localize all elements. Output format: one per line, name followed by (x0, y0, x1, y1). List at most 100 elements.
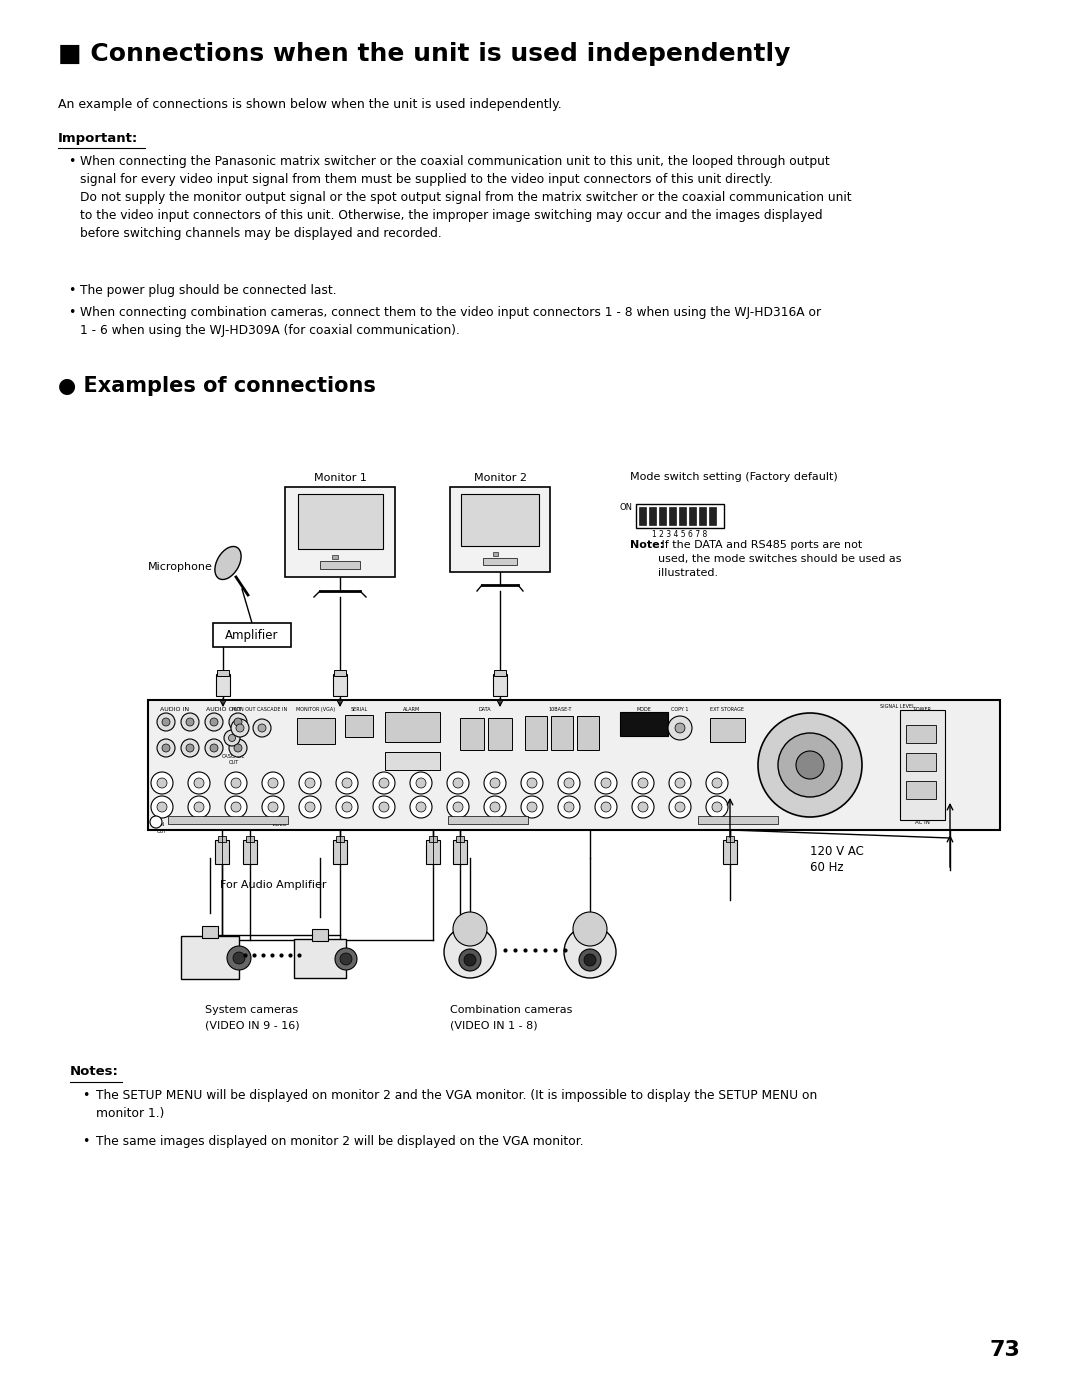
Circle shape (157, 778, 167, 788)
Circle shape (186, 744, 194, 753)
Bar (426, 839, 440, 865)
Text: Mode switch setting (Factory default): Mode switch setting (Factory default) (630, 471, 838, 483)
Circle shape (379, 802, 389, 811)
Text: Microphone: Microphone (148, 562, 213, 572)
Text: EXT STORAGE: EXT STORAGE (710, 706, 744, 712)
Bar (298, 494, 383, 548)
Text: The same images displayed on monitor 2 will be displayed on the VGA monitor.: The same images displayed on monitor 2 w… (96, 1135, 583, 1149)
Bar (429, 837, 437, 842)
Text: System cameras: System cameras (205, 1004, 298, 1016)
Circle shape (712, 802, 723, 811)
Bar (384, 753, 440, 769)
Text: 120 V AC
60 Hz: 120 V AC 60 Hz (810, 845, 864, 874)
Bar (333, 674, 347, 695)
Circle shape (335, 949, 357, 970)
Bar (494, 670, 507, 676)
Circle shape (410, 772, 432, 795)
Circle shape (638, 802, 648, 811)
Text: VIDEO: VIDEO (272, 823, 287, 827)
Circle shape (151, 796, 173, 818)
Text: When connecting the Panasonic matrix switcher or the coaxial communication unit : When connecting the Panasonic matrix swi… (80, 155, 852, 241)
Bar (213, 623, 291, 646)
Text: ALARM: ALARM (403, 706, 420, 712)
Text: (VIDEO IN 9 - 16): (VIDEO IN 9 - 16) (205, 1020, 299, 1030)
Bar (659, 506, 666, 525)
Circle shape (336, 796, 357, 818)
Circle shape (527, 778, 537, 788)
Bar (215, 839, 229, 865)
Circle shape (527, 802, 537, 811)
Text: The power plug should be connected last.: The power plug should be connected last. (80, 284, 337, 297)
Circle shape (157, 802, 167, 811)
Circle shape (229, 734, 235, 741)
Text: If the DATA and RS485 ports are not
used, the mode switches should be used as
il: If the DATA and RS485 ports are not used… (658, 540, 902, 578)
Circle shape (268, 802, 278, 811)
Circle shape (262, 796, 284, 818)
Circle shape (162, 744, 170, 753)
Text: MODE: MODE (636, 706, 651, 712)
Circle shape (340, 953, 352, 965)
Bar (723, 839, 737, 865)
Circle shape (675, 802, 685, 811)
Text: •: • (68, 306, 76, 319)
Circle shape (632, 796, 654, 818)
Circle shape (234, 744, 242, 753)
Bar (168, 816, 288, 824)
Circle shape (231, 802, 241, 811)
Circle shape (584, 954, 596, 965)
Text: OUT: OUT (157, 830, 167, 834)
Circle shape (194, 802, 204, 811)
Text: Note:: Note: (630, 540, 664, 550)
Circle shape (225, 772, 247, 795)
Ellipse shape (215, 547, 241, 579)
Circle shape (234, 718, 242, 726)
Bar (320, 561, 360, 569)
Bar (698, 816, 778, 824)
Text: DATA: DATA (478, 706, 491, 712)
Circle shape (227, 946, 251, 970)
Circle shape (564, 778, 573, 788)
Bar (285, 487, 395, 576)
Text: When connecting combination cameras, connect them to the video input connectors : When connecting combination cameras, con… (80, 306, 821, 337)
Bar (461, 494, 539, 546)
Bar (334, 670, 346, 676)
Bar (906, 753, 936, 771)
Circle shape (253, 719, 271, 737)
Text: ON: ON (619, 504, 632, 512)
Circle shape (150, 816, 162, 828)
Bar (216, 674, 230, 695)
Bar (900, 711, 945, 820)
Bar (333, 839, 347, 865)
Circle shape (379, 778, 389, 788)
Circle shape (453, 912, 487, 946)
Circle shape (669, 796, 691, 818)
Circle shape (416, 802, 426, 811)
Text: AUDIO OUT: AUDIO OUT (206, 706, 242, 712)
Circle shape (229, 713, 247, 732)
Text: +: + (152, 817, 160, 827)
Circle shape (205, 713, 222, 732)
Text: AUDIO IN: AUDIO IN (160, 706, 189, 712)
Circle shape (638, 778, 648, 788)
Bar (453, 839, 467, 865)
Circle shape (305, 802, 315, 811)
Text: Important:: Important: (58, 132, 138, 145)
Circle shape (632, 772, 654, 795)
Bar (460, 718, 484, 750)
Circle shape (669, 772, 691, 795)
Text: ● Examples of connections: ● Examples of connections (58, 376, 376, 396)
Bar (297, 718, 335, 744)
Bar (492, 553, 498, 555)
Circle shape (210, 718, 218, 726)
Text: 10BASE-T: 10BASE-T (549, 706, 571, 712)
Bar (726, 837, 734, 842)
Text: Combination cameras: Combination cameras (450, 1004, 572, 1016)
Circle shape (186, 718, 194, 726)
Circle shape (233, 951, 245, 964)
Bar (710, 718, 745, 741)
Text: •: • (82, 1135, 90, 1149)
Circle shape (231, 719, 249, 737)
Circle shape (410, 796, 432, 818)
Circle shape (188, 796, 210, 818)
Circle shape (416, 778, 426, 788)
